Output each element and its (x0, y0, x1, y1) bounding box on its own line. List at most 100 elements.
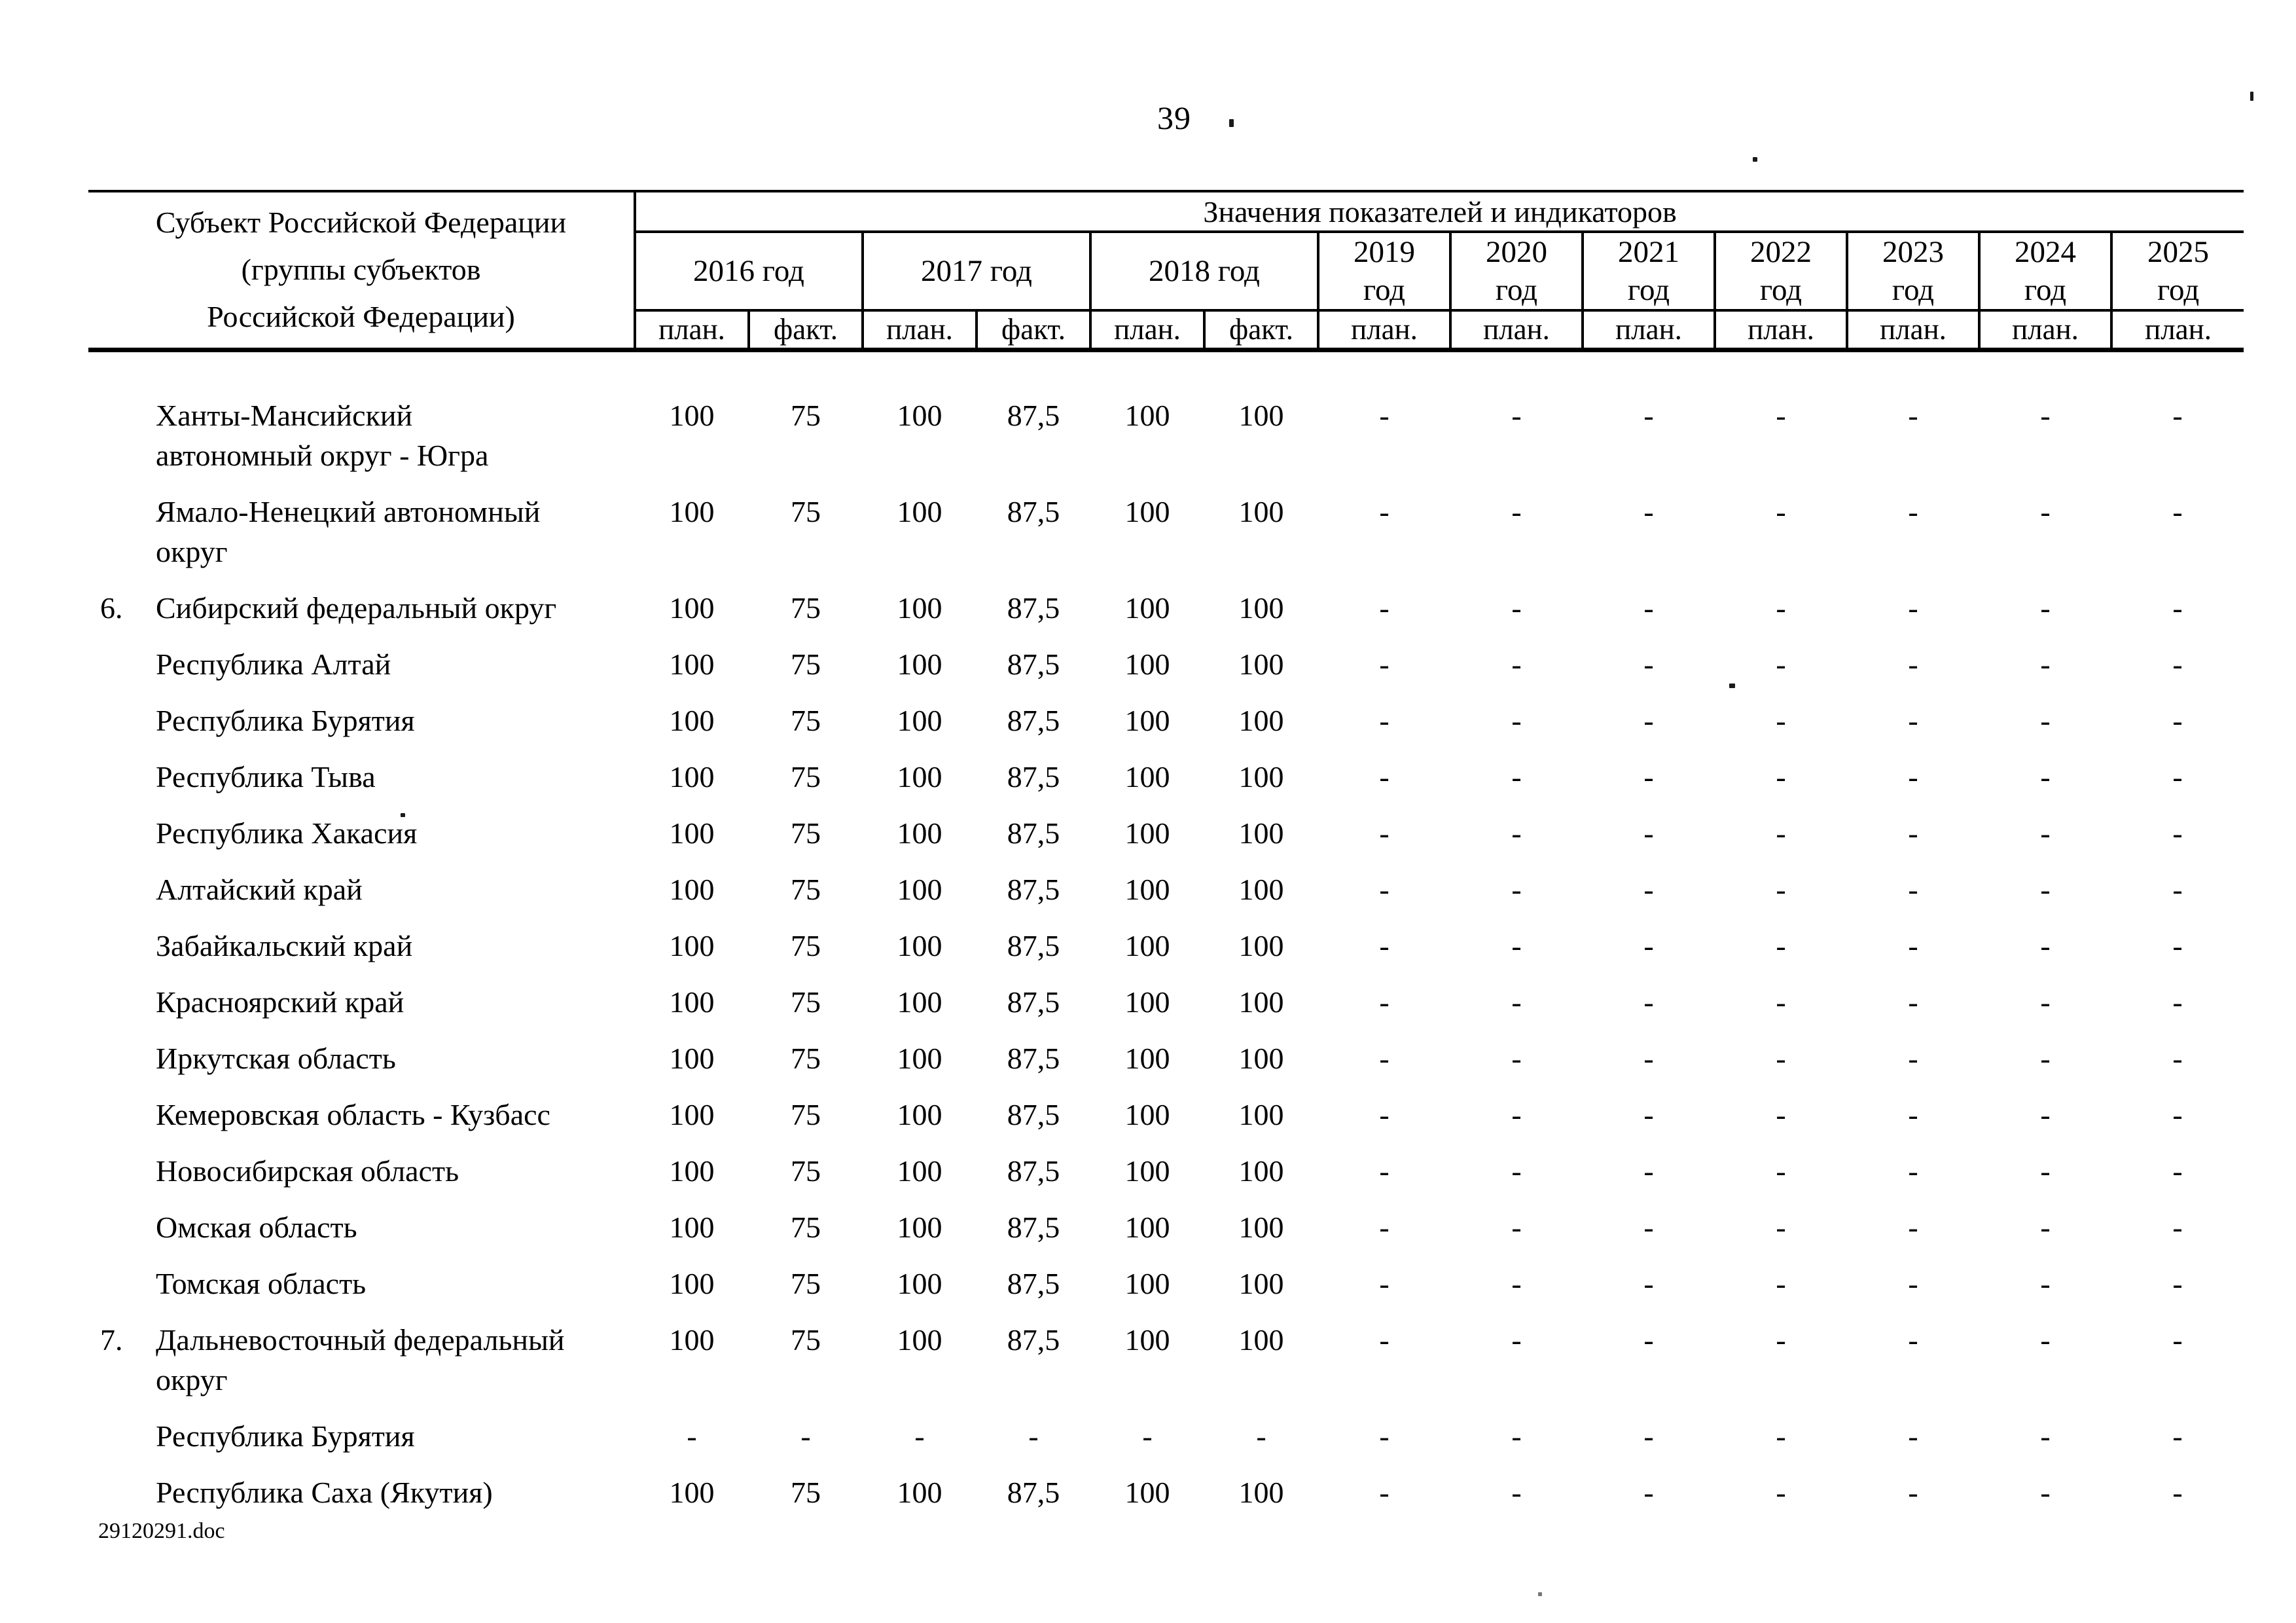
value-cell: 100 (1238, 591, 1284, 625)
value-cell: - (1511, 1097, 1522, 1131)
value-cell: 75 (791, 398, 821, 432)
value-cell: 100 (669, 647, 715, 681)
subheader-plan-2025: план. (2109, 310, 2244, 352)
table-row: Алтайский край 100 75 100 87,5 100 100 - - - - - - - (88, 869, 2244, 926)
row-number (88, 1264, 151, 1320)
table-row: Республика Хакасия 100 75 100 87,5 100 100 - - - -… (88, 813, 2244, 869)
value-cell: - (1511, 928, 1522, 962)
value-cell: - (1643, 1210, 1654, 1244)
value-cell: 75 (791, 703, 821, 737)
value-cell: - (1511, 1419, 1522, 1453)
subheader-fact-2018: факт. (1203, 310, 1318, 352)
region-name: Дальневосточный федеральный округ (156, 1322, 565, 1396)
value-cell: - (1908, 1041, 1918, 1075)
value-cell: 100 (897, 398, 942, 432)
indicators-table-body: Ханты-Мансийский автономный округ - Югра… (88, 350, 2244, 1529)
value-cell: - (2040, 1419, 2051, 1453)
value-cell: - (2040, 1266, 2051, 1300)
value-cell: 100 (669, 1266, 715, 1300)
value-cell: - (2040, 1041, 2051, 1075)
value-cell: - (2172, 872, 2183, 906)
value-cell: - (1776, 398, 1786, 432)
value-cell: 100 (669, 1097, 715, 1131)
year-header-2022: 2022 год (1713, 232, 1847, 312)
value-cell: - (1776, 1041, 1786, 1075)
value-cell: 87,5 (1007, 703, 1060, 737)
value-cell: - (2172, 1322, 2183, 1357)
value-cell: - (1379, 759, 1390, 793)
value-cell: - (1776, 1266, 1786, 1300)
region-name: Кемеровская область - Кузбасс (156, 1097, 550, 1131)
row-number (88, 1151, 151, 1207)
value-cell: 100 (1238, 494, 1284, 528)
value-cell: 100 (1124, 816, 1170, 850)
value-cell: - (2040, 494, 2051, 528)
value-cell: 100 (897, 647, 942, 681)
value-cell: 87,5 (1007, 1097, 1060, 1131)
value-cell: - (1379, 1419, 1390, 1453)
value-cell: - (1643, 816, 1654, 850)
value-cell: - (2172, 1266, 2183, 1300)
region-name: Омская область (156, 1210, 357, 1244)
value-cell: - (2172, 703, 2183, 737)
value-cell: - (1643, 1041, 1654, 1075)
value-cell: - (800, 1419, 811, 1453)
value-cell: - (1776, 494, 1786, 528)
table-row: Республика Бурятия 100 75 100 87,5 100 100 - - - -… (88, 701, 2244, 757)
value-cell: 100 (1124, 591, 1170, 625)
value-cell: - (1908, 1322, 1918, 1357)
value-cell: - (1776, 1322, 1786, 1357)
value-cell: 100 (1124, 759, 1170, 793)
value-cell: 100 (1124, 1041, 1170, 1075)
value-cell: 100 (1124, 1097, 1170, 1131)
table-row: 7. Дальневосточный федеральный округ 100 75… (88, 1320, 2244, 1416)
value-cell: 100 (897, 816, 942, 850)
subheader-plan-2023: план. (1846, 310, 1979, 352)
value-cell: - (2040, 1097, 2051, 1131)
subheader-plan-2016: план. (634, 310, 749, 352)
region-name: Иркутская область (156, 1041, 396, 1075)
value-cell: 100 (669, 816, 715, 850)
row-number (88, 1095, 151, 1151)
subheader-plan-2017: план. (861, 310, 977, 352)
value-cell: 87,5 (1007, 591, 1060, 625)
value-cell: 87,5 (1007, 759, 1060, 793)
value-cell: - (2040, 872, 2051, 906)
value-cell: 100 (897, 1154, 942, 1188)
scan-speck (1729, 684, 1735, 688)
value-cell: - (2040, 928, 2051, 962)
row-number: 6. (100, 591, 123, 625)
value-cell: 75 (791, 759, 821, 793)
value-cell: - (1511, 591, 1522, 625)
value-cell: 100 (1124, 872, 1170, 906)
value-cell: - (2040, 985, 2051, 1019)
table-row: Ямало-Ненецкий автономный округ 100 75 100 8… (88, 492, 2244, 588)
value-cell: - (1643, 591, 1654, 625)
region-name: Республика Хакасия (156, 816, 418, 850)
value-cell: 100 (1238, 1210, 1284, 1244)
value-cell: - (1511, 1266, 1522, 1300)
region-name: Новосибирская область (156, 1154, 459, 1188)
value-cell: - (1379, 591, 1390, 625)
table-row: Республика Бурятия - - - - - - - - - - - - - (88, 1416, 2244, 1472)
value-cell: 100 (897, 928, 942, 962)
value-cell: - (1379, 1210, 1390, 1244)
value-cell: - (1511, 398, 1522, 432)
value-cell: 100 (897, 1475, 942, 1509)
scan-speck (2250, 92, 2253, 101)
value-cell: 100 (897, 1210, 942, 1244)
value-cell: 100 (897, 759, 942, 793)
value-cell: 100 (897, 1322, 942, 1357)
value-cell: - (2172, 494, 2183, 528)
value-cell: 100 (897, 1097, 942, 1131)
value-cell: 100 (1238, 928, 1284, 962)
value-cell: - (1908, 1419, 1918, 1453)
value-cell: - (2172, 1041, 2183, 1075)
value-cell: 87,5 (1007, 647, 1060, 681)
value-cell: - (1511, 759, 1522, 793)
value-cell: 100 (1124, 494, 1170, 528)
value-cell: 100 (1238, 398, 1284, 432)
value-cell: 75 (791, 1322, 821, 1357)
value-cell: - (1379, 928, 1390, 962)
